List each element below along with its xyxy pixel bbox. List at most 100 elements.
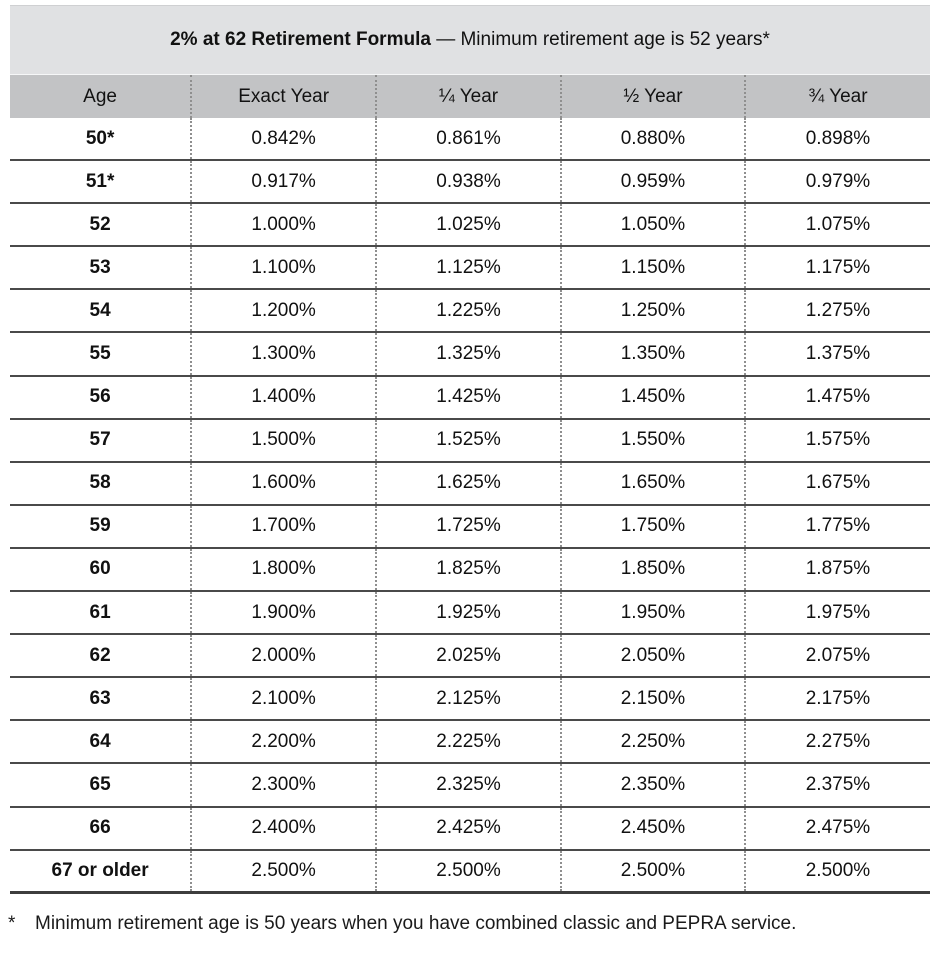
rate-cell: 2.050% [562, 635, 746, 677]
rate-cell: 1.475% [805, 386, 871, 408]
table-row: 61 1.900% 1.925% 1.950% 1.975% [10, 592, 930, 636]
footnote-text: Minimum retirement age is 50 years when … [35, 913, 797, 934]
age-cell: 56 [10, 376, 193, 418]
table-row: 66 2.400% 2.425% 2.450% 2.475% [10, 807, 930, 851]
rate-cell: 0.861% [377, 118, 562, 160]
header-cell-0: Age [10, 75, 193, 118]
age-cell: 61 [10, 592, 193, 634]
rate-cell: 2.375% [805, 773, 871, 795]
age-cell: 50* [10, 118, 193, 160]
rate-cell: 2.500% [192, 850, 378, 891]
rate-cell: 1.125% [377, 247, 562, 289]
rate-cell: 2.075% [805, 644, 871, 666]
table-row: 57 1.500% 1.525% 1.550% 1.575% [10, 419, 930, 463]
age-cell: 67 or older [10, 850, 193, 891]
header-cell-2: ¼ Year [377, 75, 562, 118]
age-cell: 57 [10, 419, 193, 461]
rate-cell: 1.500% [192, 419, 378, 461]
table-row: 64 2.200% 2.225% 2.250% 2.275% [10, 721, 930, 765]
rate-cell: 1.000% [192, 204, 378, 246]
age-cell: 59 [10, 505, 193, 547]
rate-cell: 1.375% [805, 343, 871, 365]
table-body: 50* 0.842% 0.861% 0.880% 0.898% 51* 0.917% 0.93… [10, 118, 930, 894]
table-row: 60 1.800% 1.825% 1.850% 1.875% [10, 548, 930, 593]
header-cell-1: Exact Year [192, 75, 378, 118]
table-row: 58 1.600% 1.625% 1.650% 1.675% [10, 462, 930, 506]
rate-cell: 1.200% [192, 290, 378, 332]
rate-cell: 2.500% [562, 850, 746, 891]
rate-cell: 1.400% [192, 376, 378, 418]
rate-cell: 2.175% [805, 687, 871, 709]
rate-cell: 1.275% [805, 299, 871, 321]
rate-cell: 1.600% [192, 462, 378, 504]
rate-cell: 2.275% [805, 730, 871, 752]
rate-cell: 1.825% [377, 548, 562, 591]
rate-cell: 1.925% [377, 592, 562, 634]
rate-cell: 1.950% [562, 592, 746, 634]
rate-cell: 2.325% [377, 764, 562, 806]
rate-cell: 1.075% [805, 213, 871, 235]
rate-cell: 1.325% [377, 333, 562, 375]
rate-cell: 1.900% [192, 592, 378, 634]
rate-cell: 1.750% [562, 505, 746, 547]
rate-cell: 1.150% [562, 247, 746, 289]
rate-cell: 1.850% [562, 548, 746, 591]
rate-cell: 2.000% [192, 635, 378, 677]
rate-cell: 2.500% [377, 850, 562, 891]
rate-cell: 1.300% [192, 333, 378, 375]
rate-cell: 2.025% [377, 635, 562, 677]
table-row: 54 1.200% 1.225% 1.250% 1.275% [10, 290, 930, 334]
table-row: 55 1.300% 1.325% 1.350% 1.375% [10, 333, 930, 377]
table-title-bar: 2% at 62 Retirement Formula — Minimum re… [10, 5, 930, 75]
age-cell: 66 [10, 807, 193, 849]
rate-cell: 2.475% [805, 817, 871, 839]
rate-cell: 1.575% [805, 429, 871, 451]
rate-cell: 2.350% [562, 764, 746, 806]
age-cell: 52 [10, 204, 193, 246]
rate-cell: 1.675% [805, 472, 871, 494]
age-cell: 53 [10, 247, 193, 289]
rate-cell: 2.150% [562, 678, 746, 720]
rate-cell: 1.800% [192, 548, 378, 591]
retirement-formula-table: 2% at 62 Retirement Formula — Minimum re… [10, 5, 930, 894]
rate-cell: 2.200% [192, 721, 378, 763]
age-cell: 58 [10, 462, 193, 504]
rate-cell: 0.979% [805, 170, 871, 192]
age-cell: 55 [10, 333, 193, 375]
rate-cell: 0.959% [562, 161, 746, 203]
header-row: Age Exact Year ¼ Year ½ Year ¾ Year [10, 75, 930, 118]
rate-cell: 1.625% [377, 462, 562, 504]
age-cell: 54 [10, 290, 193, 332]
table-row: 67 or older 2.500% 2.500% 2.500% 2.500% [10, 850, 930, 894]
rate-cell: 0.898% [805, 127, 871, 149]
age-cell: 60 [10, 548, 193, 591]
age-cell: 63 [10, 678, 193, 720]
rate-cell: 1.250% [562, 290, 746, 332]
rate-cell: 0.938% [377, 161, 562, 203]
table-row: 50* 0.842% 0.861% 0.880% 0.898% [10, 118, 930, 162]
rate-cell: 2.300% [192, 764, 378, 806]
rate-cell: 1.700% [192, 505, 378, 547]
rate-cell: 2.500% [805, 859, 871, 881]
age-cell: 62 [10, 635, 193, 677]
rate-cell: 1.550% [562, 419, 746, 461]
table-row: 56 1.400% 1.425% 1.450% 1.475% [10, 376, 930, 420]
table-row: 65 2.300% 2.325% 2.350% 2.375% [10, 764, 930, 808]
rate-cell: 2.425% [377, 807, 562, 849]
age-cell: 65 [10, 764, 193, 806]
rate-cell: 2.100% [192, 678, 378, 720]
rate-cell: 2.125% [377, 678, 562, 720]
age-cell: 64 [10, 721, 193, 763]
table-row: 53 1.100% 1.125% 1.150% 1.175% [10, 247, 930, 291]
table-row: 62 2.000% 2.025% 2.050% 2.075% [10, 635, 930, 679]
table-title-bold: 2% at 62 Retirement Formula [170, 29, 431, 50]
rate-cell: 2.225% [377, 721, 562, 763]
rate-cell: 0.917% [192, 161, 378, 203]
rate-cell: 1.725% [377, 505, 562, 547]
rate-cell: 1.225% [377, 290, 562, 332]
rate-cell: 2.400% [192, 807, 378, 849]
table-row: 63 2.100% 2.125% 2.150% 2.175% [10, 678, 930, 722]
rate-cell: 0.842% [192, 118, 378, 160]
rate-cell: 2.250% [562, 721, 746, 763]
table-row: 59 1.700% 1.725% 1.750% 1.775% [10, 505, 930, 549]
